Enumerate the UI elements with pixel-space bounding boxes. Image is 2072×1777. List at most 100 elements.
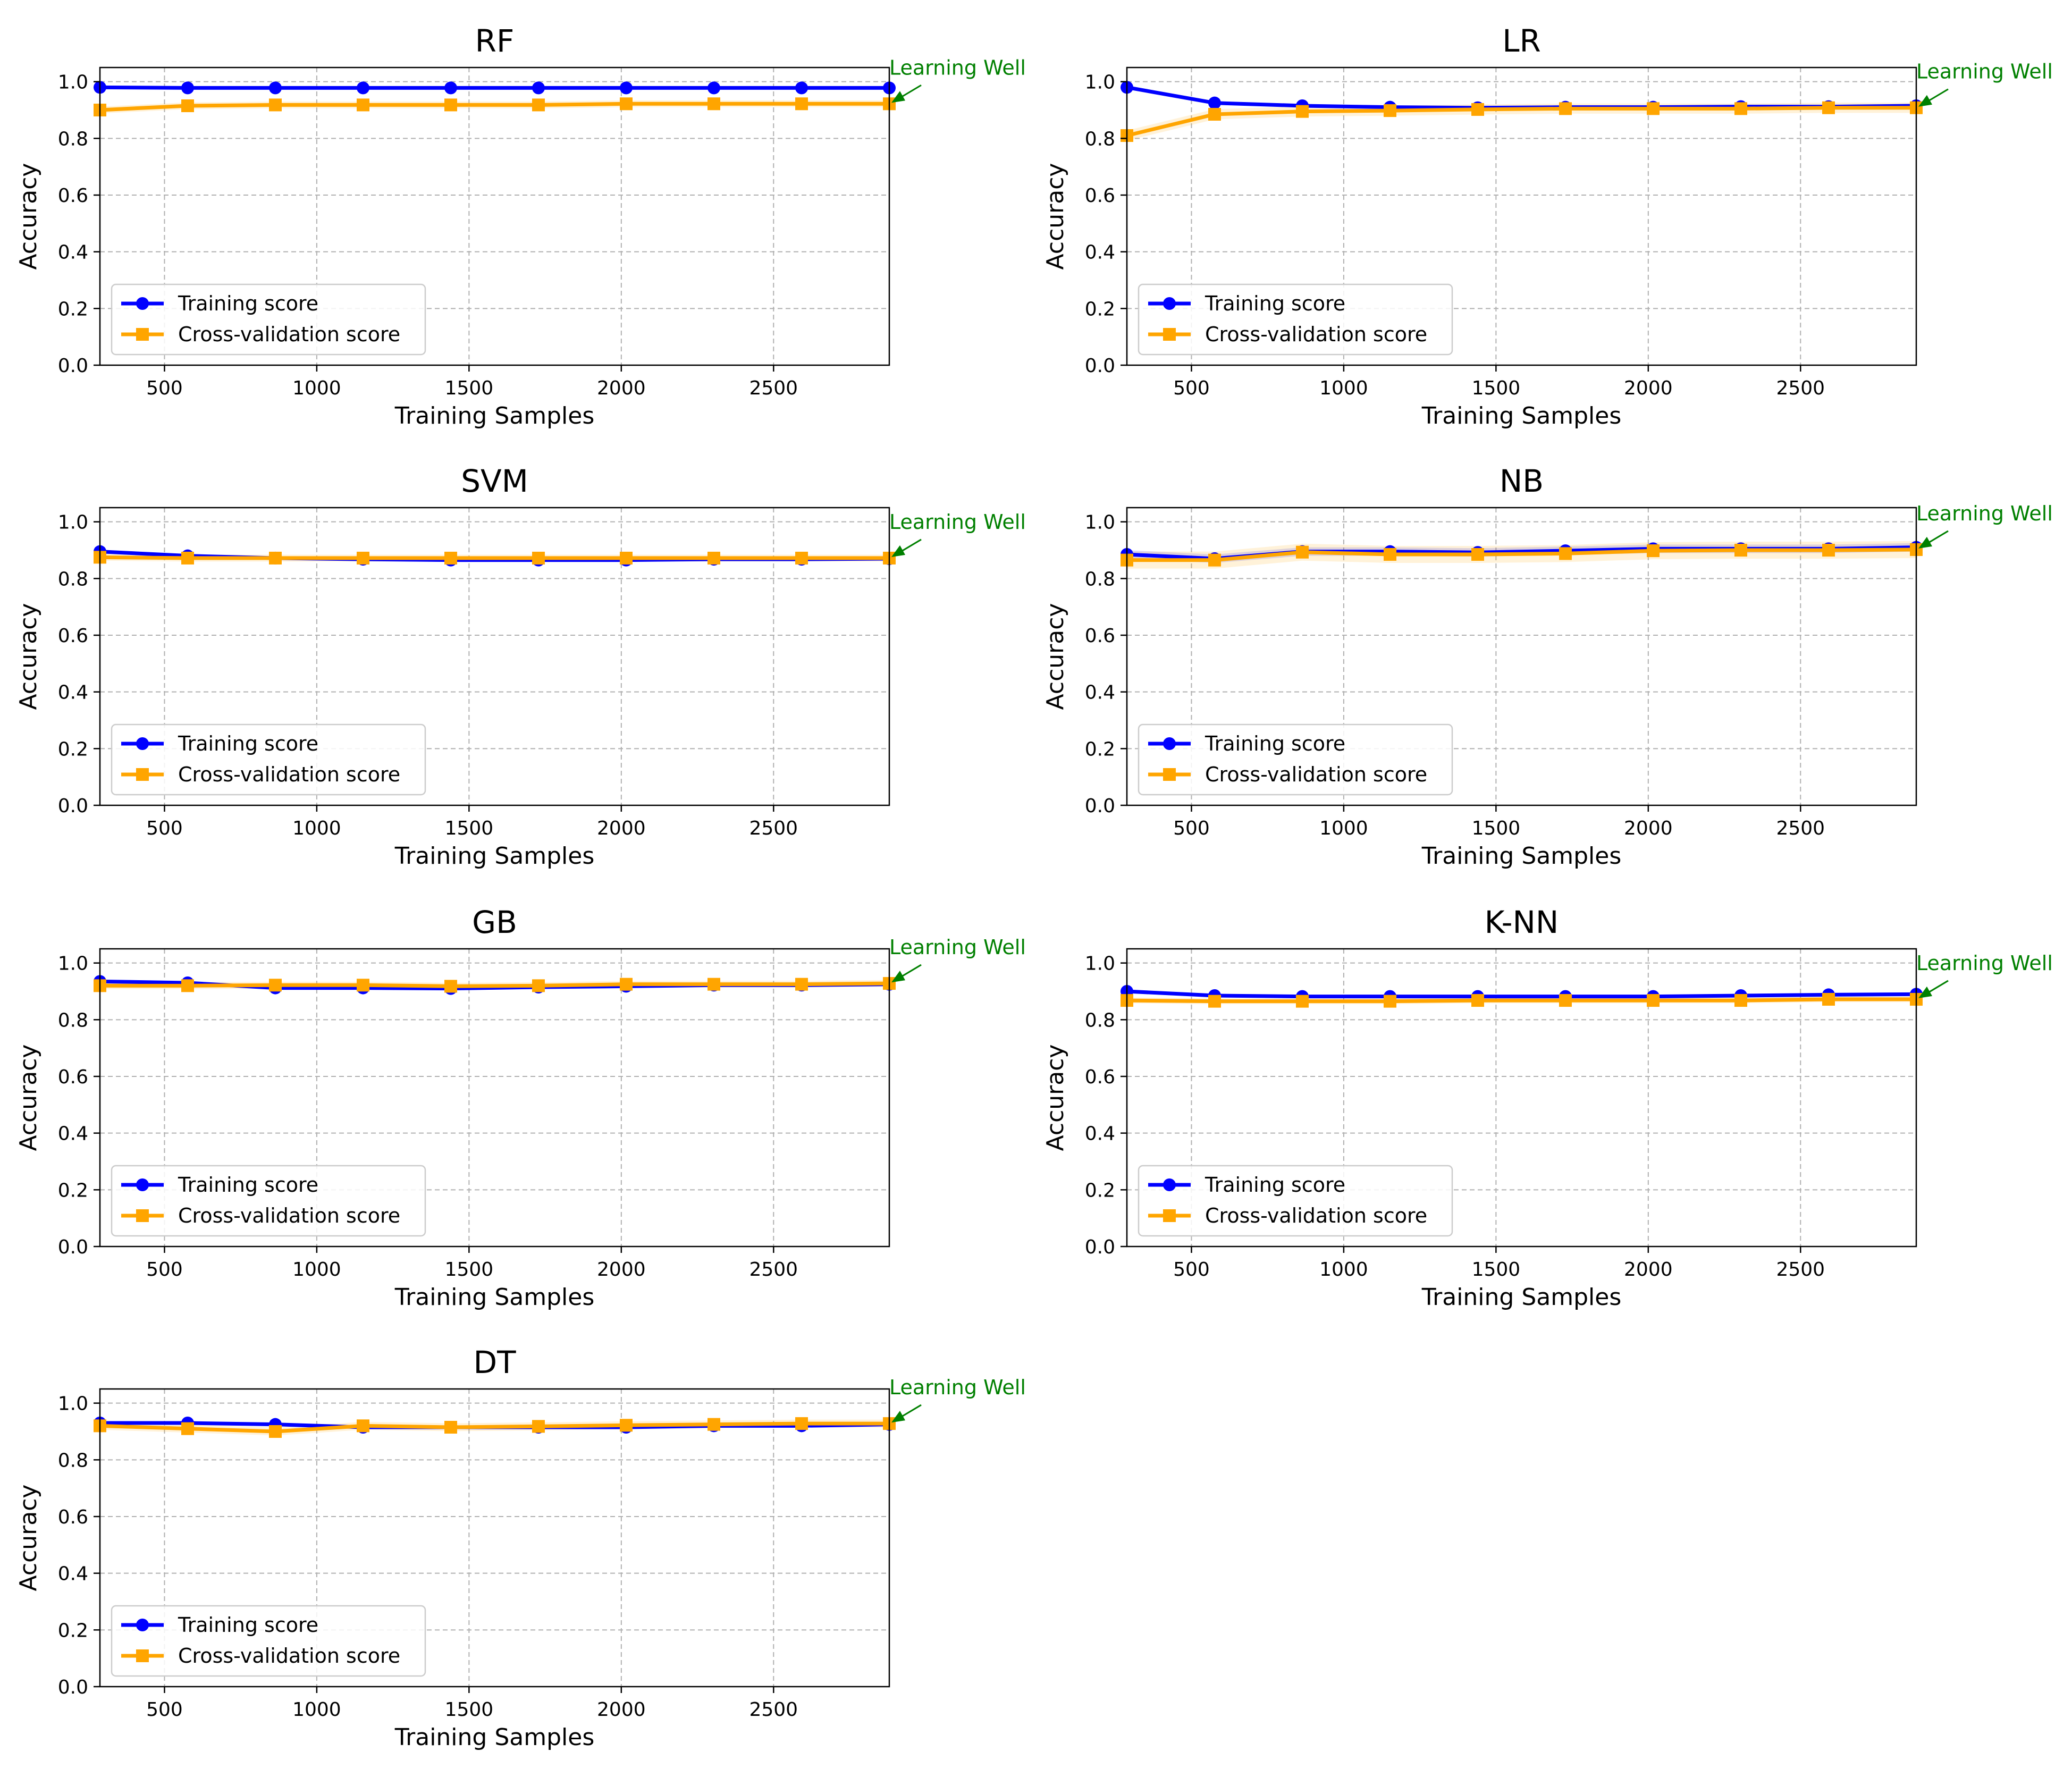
annotation-arrowhead (1918, 95, 1932, 107)
cv-score-point (1296, 545, 1309, 559)
y-tick-label: 0.6 (1085, 625, 1115, 647)
y-tick-label: 0.4 (1085, 682, 1115, 704)
y-tick-label: 0.4 (58, 1123, 88, 1145)
training-score-point (1208, 96, 1221, 110)
y-tick-label: 0.2 (58, 1620, 88, 1641)
x-tick-label: 2000 (1624, 1259, 1673, 1281)
cv-score-point (181, 551, 194, 565)
x-tick-label: 2500 (1776, 818, 1825, 839)
legend-box (1138, 723, 1453, 796)
annotation-arrowhead (891, 545, 905, 557)
x-tick-label: 1000 (1319, 1259, 1368, 1281)
y-tick-label: 1.0 (58, 953, 88, 975)
chart-gb: 500 1000 1500 2000 2500 0.0 0.2 0.4 0.6 0.8 1.0 GB T… (15, 904, 1026, 1311)
y-tick-label: 1.0 (58, 512, 88, 534)
x-tick-label: 2000 (1624, 818, 1673, 839)
legend-box (1138, 1165, 1453, 1237)
x-tick-label: 2000 (597, 1699, 646, 1721)
x-tick-label: 2000 (597, 818, 646, 839)
legend-training-marker (1163, 1178, 1176, 1191)
x-tick-label: 500 (146, 1699, 183, 1721)
cv-score-point (620, 97, 633, 111)
cv-score-point (1384, 995, 1396, 1008)
x-tick-label: 2500 (749, 377, 798, 399)
x-tick-label: 2500 (1776, 1259, 1825, 1281)
cv-score-point (269, 98, 282, 112)
annotation-arrowhead (891, 971, 905, 983)
legend-cv-marker (1163, 328, 1176, 341)
training-score-point (357, 81, 369, 95)
cv-score-point (1647, 994, 1660, 1007)
y-tick-label: 1.0 (58, 72, 88, 94)
cv-score-point (1384, 104, 1396, 117)
cv-score-point (1559, 102, 1572, 115)
cv-score-point (1471, 994, 1484, 1007)
y-tick-label: 0.6 (58, 1066, 88, 1088)
cv-score-line (1127, 548, 1917, 562)
cv-score-point (1647, 544, 1660, 558)
y-tick-label: 0.6 (58, 1506, 88, 1528)
legend-cv-label: Cross-validation score (1205, 323, 1427, 346)
chart-rf: 500 1000 1500 2000 2500 0.0 0.2 0.4 0.6 0.8 1.0 RF T… (15, 23, 1026, 429)
legend-training-marker (136, 1178, 149, 1191)
cv-score-point (357, 1419, 369, 1433)
cv-score-point (444, 98, 457, 112)
x-tick-label: 1500 (1472, 818, 1521, 839)
y-tick-label: 0.6 (1085, 185, 1115, 207)
y-tick-label: 0.8 (1085, 568, 1115, 590)
y-tick-label: 0.2 (58, 298, 88, 320)
legend-training-label: Training score (178, 732, 318, 755)
x-tick-label: 500 (146, 377, 183, 399)
legend-box (111, 1165, 426, 1237)
cv-score-point (620, 978, 633, 991)
cv-score-point (1822, 992, 1835, 1006)
x-tick-label: 1000 (292, 818, 341, 839)
chart-title: NB (1500, 463, 1544, 499)
legend-box (111, 723, 426, 796)
y-tick-label: 0.4 (58, 1563, 88, 1585)
cv-score-point (1296, 105, 1309, 118)
annotation-label: Learning Well (889, 936, 1026, 959)
cv-score-point (1208, 995, 1221, 1008)
y-tick-label: 0.0 (58, 355, 88, 377)
cv-score-point (707, 1418, 720, 1431)
training-score-point (620, 81, 633, 95)
legend-training-marker (136, 1619, 149, 1631)
training-score-line (1126, 989, 1917, 999)
chart-title: K-NN (1485, 904, 1559, 940)
x-axis-label: Training Samples (394, 402, 595, 429)
training-score-line (99, 85, 889, 90)
legend-training-label: Training score (1205, 292, 1345, 315)
plot-frame (1126, 66, 1917, 366)
chart-k-nn: 500 1000 1500 2000 2500 0.0 0.2 0.4 0.6 0.8 1.0 K-N… (1042, 904, 2053, 1311)
y-axis-label: Accuracy (1042, 603, 1069, 710)
y-tick-label: 0.0 (1085, 795, 1115, 817)
chart-title: DT (473, 1344, 516, 1380)
plot-frame (99, 507, 890, 806)
x-tick-label: 1500 (445, 377, 494, 399)
x-tick-label: 1500 (445, 818, 494, 839)
x-tick-label: 2000 (597, 377, 646, 399)
plot-frame (1126, 507, 1917, 806)
x-tick-label: 1000 (292, 1259, 341, 1281)
y-tick-label: 0.6 (58, 625, 88, 647)
cv-score-point (620, 1419, 633, 1432)
cv-score-point (532, 1420, 545, 1433)
chart-title: RF (475, 23, 515, 59)
legend-training-marker (136, 297, 149, 310)
cv-score-point (1208, 108, 1221, 121)
cv-score-line (1126, 106, 1916, 138)
x-tick-label: 1000 (292, 377, 341, 399)
legend-cv-label: Cross-validation score (1205, 763, 1427, 786)
training-score-point (532, 81, 545, 95)
annotation-arrowhead (891, 1411, 905, 1423)
y-tick-label: 0.4 (1085, 1123, 1115, 1145)
cv-score-line (1126, 997, 1916, 1004)
training-score-point (444, 81, 457, 95)
training-score-point (181, 81, 194, 95)
legend-cv-marker (1163, 1209, 1176, 1222)
chart-dt: 500 1000 1500 2000 2500 0.0 0.2 0.4 0.6 0.8 1.0 DT T… (15, 1344, 1026, 1751)
cv-score-point (357, 979, 369, 992)
training-score-point (795, 81, 808, 95)
